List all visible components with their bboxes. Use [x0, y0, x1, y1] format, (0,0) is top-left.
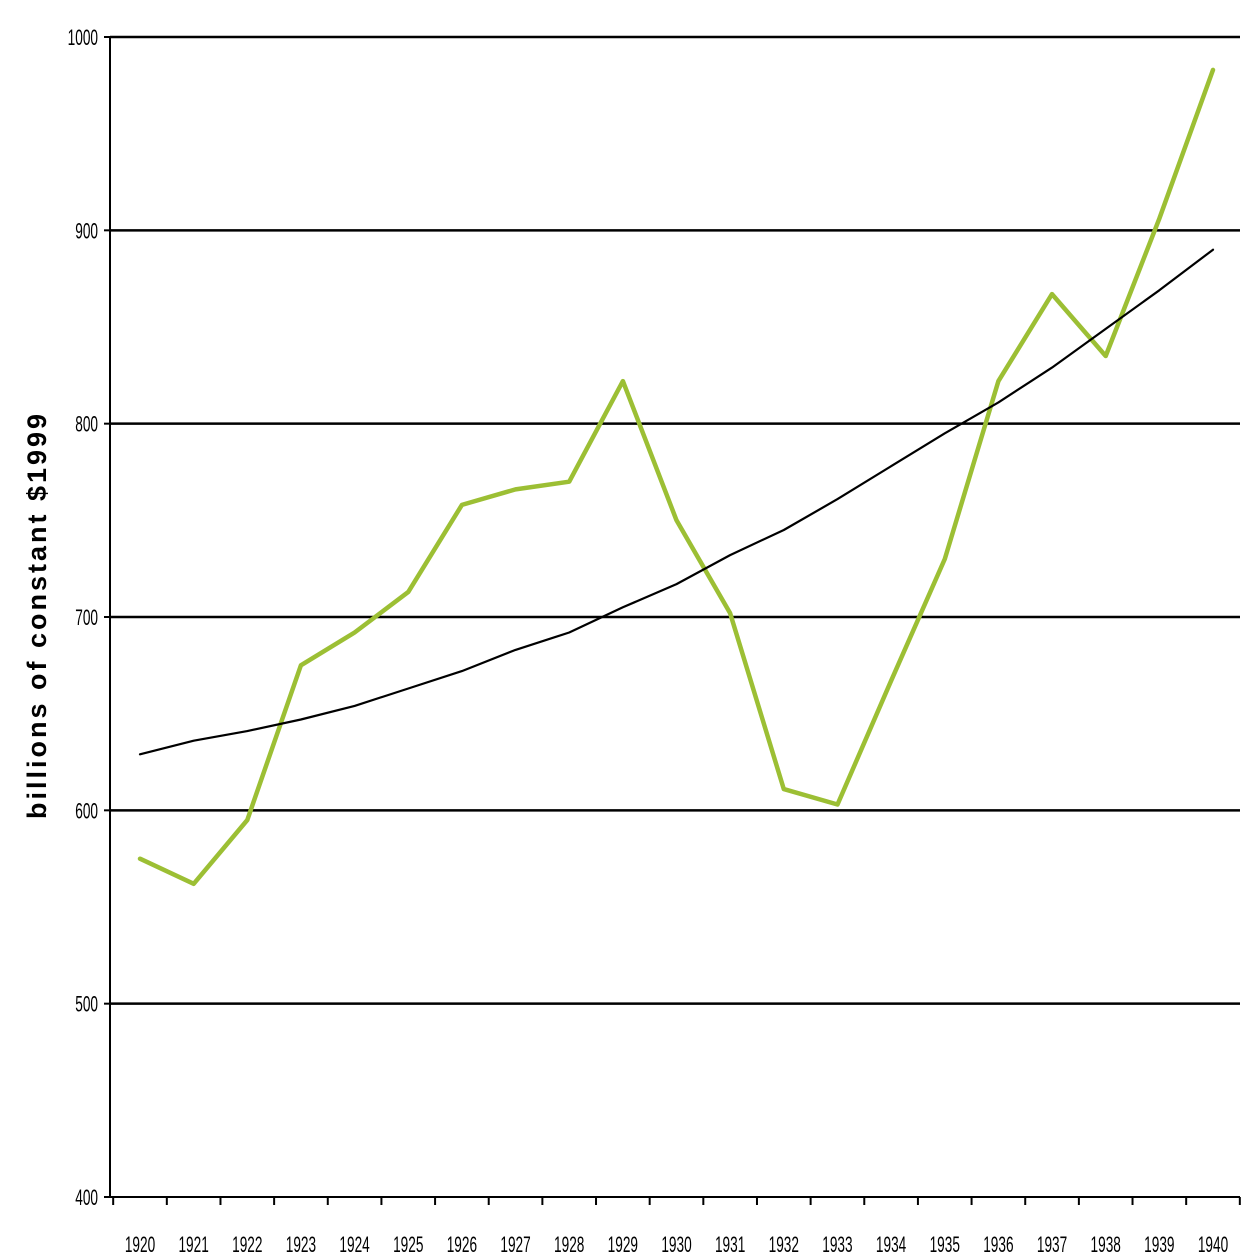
y-tick-label: 700	[75, 605, 98, 630]
y-tick-label: 800	[75, 411, 98, 436]
x-tick-label: 1937	[1037, 1232, 1067, 1257]
x-tick-label: 1938	[1091, 1232, 1121, 1257]
x-tick-label: 1935	[930, 1232, 960, 1257]
y-tick-label: 1000	[68, 25, 98, 50]
x-tick-label: 1923	[286, 1232, 316, 1257]
x-tick-label: 1936	[983, 1232, 1013, 1257]
x-tick-label: 1939	[1144, 1232, 1174, 1257]
x-tick-label: 1929	[608, 1232, 638, 1257]
x-tick-label: 1928	[554, 1232, 584, 1257]
axes	[104, 36, 1241, 1205]
x-tick-label: 1931	[715, 1232, 745, 1257]
x-tick-label: 1930	[661, 1232, 691, 1257]
x-tick-label: 1932	[769, 1232, 799, 1257]
x-tick-labels: 1920 1921 1922 1923 1924 1925 1926 1927 1928 1929…	[125, 1232, 1228, 1257]
x-tick-label: 1926	[447, 1232, 477, 1257]
x-tick-label: 1925	[393, 1232, 423, 1257]
x-tick-label: 1940	[1198, 1232, 1228, 1257]
y-tick-label: 400	[75, 1185, 98, 1210]
x-tick-label: 1920	[125, 1232, 155, 1257]
series-line-trend	[138, 248, 1215, 756]
x-tick-label: 1921	[178, 1232, 208, 1257]
y-tick-label: 900	[75, 218, 98, 243]
x-tick-label: 1927	[500, 1232, 530, 1257]
y-axis-label: billions of constant $1999	[22, 411, 52, 819]
x-tick-label: 1933	[822, 1232, 852, 1257]
x-tick-label: 1922	[232, 1232, 262, 1257]
y-tick-label: 600	[75, 798, 98, 823]
x-tick-label: 1924	[339, 1232, 369, 1257]
x-tick-label: 1934	[876, 1232, 906, 1257]
gridlines	[110, 35, 1240, 1005]
series-group	[137, 67, 1216, 887]
series-line-data	[137, 67, 1216, 887]
y-tick-labels: 400 500 600 700 800 900 1000	[68, 25, 98, 1210]
y-tick-label: 500	[75, 991, 98, 1016]
